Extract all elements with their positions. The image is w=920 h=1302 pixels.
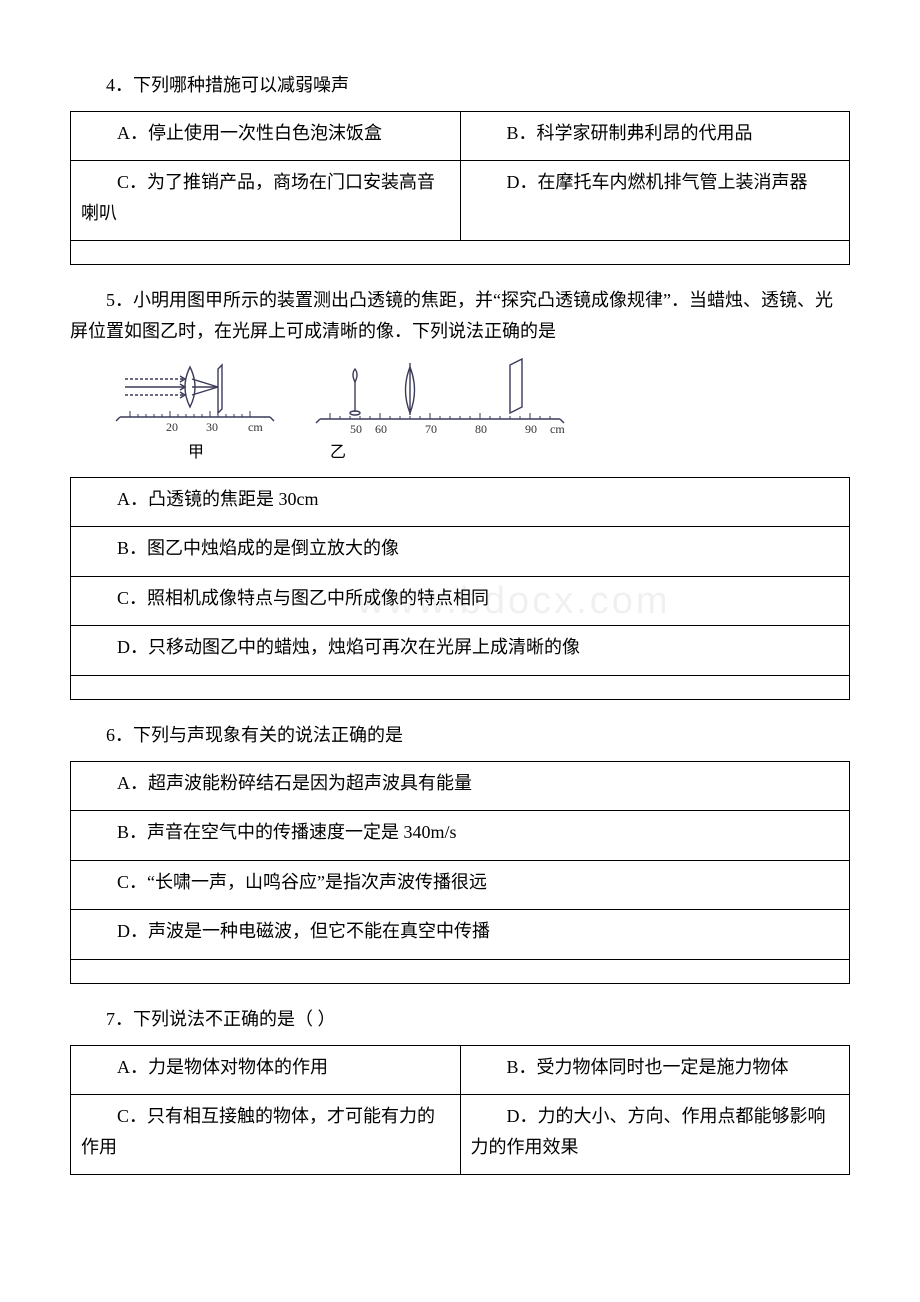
q5-options-table: A．凸透镜的焦距是 30cm B．图乙中烛焰成的是倒立放大的像 C．照相机成像特… [70, 477, 850, 700]
q5-stem: 5．小明用图甲所示的装置测出凸透镜的焦距，并“探究凸透镜成像规律”．当蜡烛、透镜… [70, 285, 850, 346]
q7-opt-a: A．力是物体对物体的作用 [71, 1045, 461, 1095]
q6-options-table: A．超声波能粉碎结石是因为超声波具有能量 B．声音在空气中的传播速度一定是 34… [70, 761, 850, 984]
q6-opt-b: B．声音在空气中的传播速度一定是 340m/s [71, 811, 850, 861]
q6-opt-c: C．“长啸一声，山鸣谷应”是指次声波传播很远 [71, 860, 850, 910]
tick-80: 80 [475, 422, 487, 436]
label-yi: 乙 [330, 444, 346, 461]
tick-cm2: cm [550, 422, 565, 436]
q6-opt-a: A．超声波能粉碎结石是因为超声波具有能量 [71, 761, 850, 811]
tick-20: 20 [166, 420, 178, 434]
q4-options-table: A．停止使用一次性白色泡沫饭盒 B．科学家研制弗利昂的代用品 C．为了推销产品，… [70, 111, 850, 266]
q5-empty-row [71, 675, 850, 699]
q6-opt-d: D．声波是一种电磁波，但它不能在真空中传播 [71, 910, 850, 960]
q6-empty-row [71, 959, 850, 983]
q5-figure: 20 30 cm 甲 50 [110, 357, 850, 467]
q6-stem: 6．下列与声现象有关的说法正确的是 [70, 720, 850, 751]
q4-opt-c: C．为了推销产品，商场在门口安装高音喇叭 [71, 161, 461, 241]
label-jia: 甲 [188, 444, 204, 461]
q4-opt-d: D．在摩托车内燃机排气管上装消声器 [460, 161, 850, 241]
q7-opt-d: D．力的大小、方向、作用点都能够影响力的作用效果 [460, 1095, 850, 1175]
q5-opt-c-text: C．照相机成像特点与图乙中所成像的特点相同 [117, 588, 489, 608]
tick-30: 30 [206, 420, 218, 434]
q4-empty-row [71, 241, 850, 265]
tick-60: 60 [375, 422, 387, 436]
q4-stem: 4．下列哪种措施可以减弱噪声 [70, 70, 850, 101]
q7-opt-c: C．只有相互接触的物体，才可能有力的作用 [71, 1095, 461, 1175]
q5-opt-a: A．凸透镜的焦距是 30cm [71, 477, 850, 527]
tick-cm1: cm [248, 420, 263, 434]
tick-50: 50 [350, 422, 362, 436]
tick-70: 70 [425, 422, 437, 436]
tick-90: 90 [525, 422, 537, 436]
q7-stem: 7．下列说法不正确的是（ ） [70, 1004, 850, 1035]
q7-options-table: A．力是物体对物体的作用 B．受力物体同时也一定是施力物体 C．只有相互接触的物… [70, 1045, 850, 1176]
optics-diagram: 20 30 cm 甲 50 [110, 357, 570, 467]
q5-opt-d: D．只移动图乙中的蜡烛，烛焰可再次在光屏上成清晰的像 [71, 626, 850, 676]
q4-opt-a: A．停止使用一次性白色泡沫饭盒 [71, 111, 461, 161]
q5-opt-c: C．照相机成像特点与图乙中所成像的特点相同www.bdocx.com [71, 576, 850, 626]
q7-opt-b: B．受力物体同时也一定是施力物体 [460, 1045, 850, 1095]
q4-opt-b: B．科学家研制弗利昂的代用品 [460, 111, 850, 161]
q5-opt-b: B．图乙中烛焰成的是倒立放大的像 [71, 527, 850, 577]
